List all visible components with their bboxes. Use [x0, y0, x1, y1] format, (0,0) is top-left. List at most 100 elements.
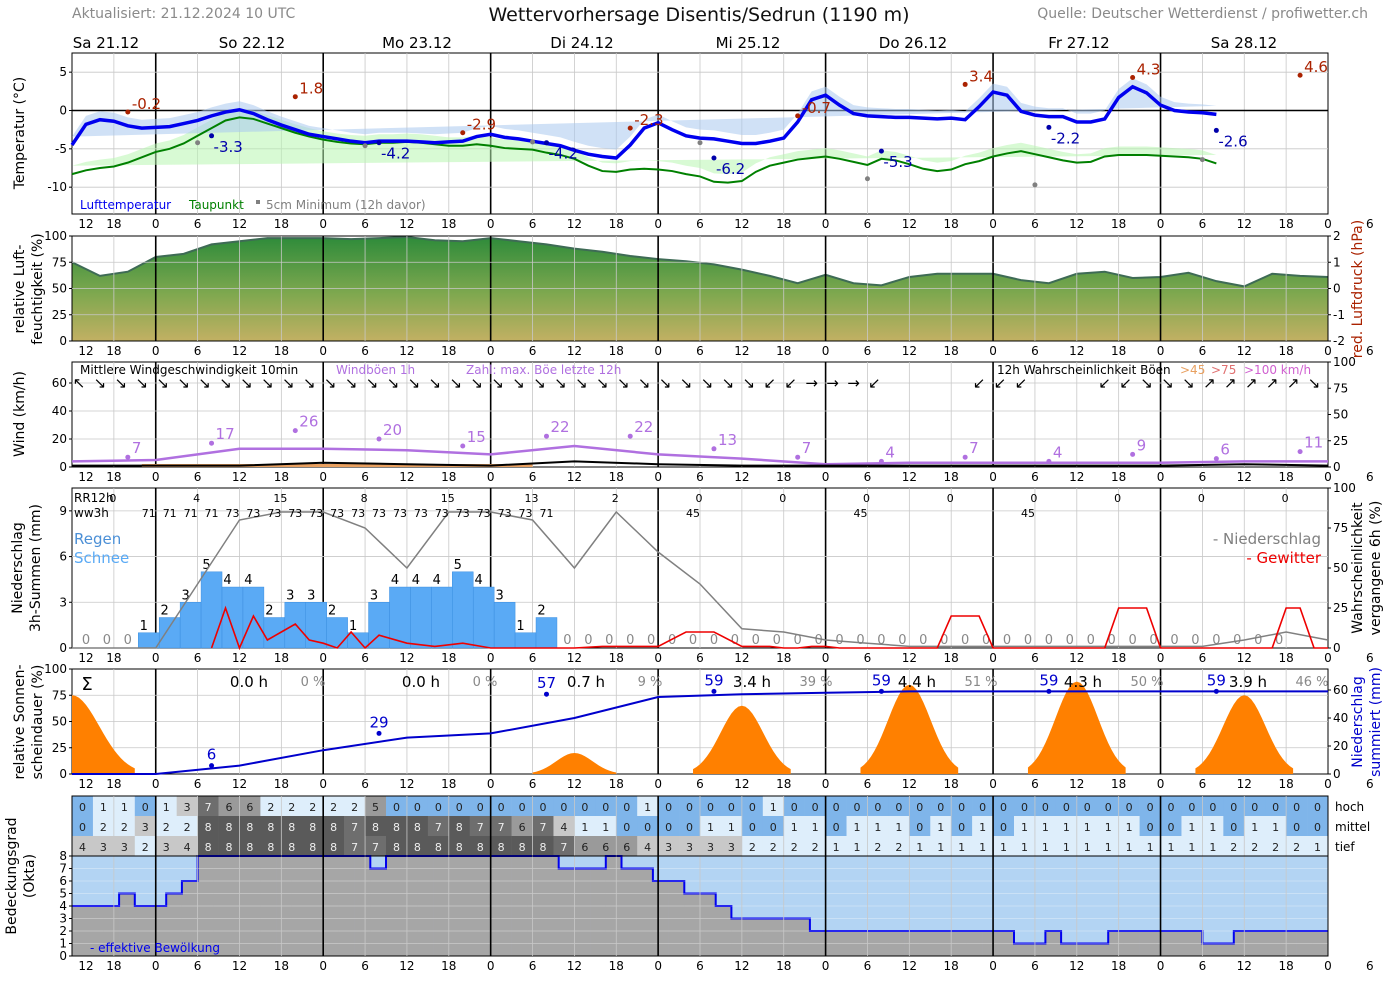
cloud-layer-cell	[1286, 816, 1308, 836]
min-temp-label: -4.2	[548, 145, 577, 163]
cloud-layer-value: 2	[100, 821, 107, 834]
cloud-layer-value: 0	[1230, 801, 1237, 814]
rr12h-value: 0	[109, 492, 116, 505]
legend-dewpoint: Taupunkt	[188, 198, 244, 212]
hour-tick-label: 6	[1366, 777, 1374, 791]
wind-direction-arrow: ↘	[387, 374, 400, 392]
cloud-layer-value: 1	[937, 841, 944, 854]
cloud-layer-value: 8	[330, 821, 337, 834]
hour-tick-label: 12	[734, 217, 749, 231]
hour-tick-label: 6	[1031, 470, 1039, 484]
hour-tick-label: 6	[864, 470, 872, 484]
cloud-layer-cell	[134, 796, 157, 816]
cloud-column	[684, 893, 701, 956]
cloud-layer-value: 7	[477, 821, 484, 834]
cum-ytick-label: 40	[1333, 711, 1348, 725]
hour-tick-label: 12	[232, 959, 247, 973]
hour-tick-label: 0	[152, 959, 160, 973]
hum-ytick-label: 100	[44, 229, 67, 243]
cloud-layer-cell	[469, 796, 491, 816]
hour-tick-label: 12	[567, 344, 582, 358]
ground-minimum-point	[864, 176, 870, 182]
cumulative-precip-label: 57	[537, 674, 556, 692]
cloud-layer-cell	[616, 816, 638, 836]
cloud-layer-value: 0	[749, 821, 756, 834]
hour-tick-label: 12	[734, 777, 749, 791]
hour-tick-label: 6	[361, 651, 369, 665]
day-label: Sa 21.12	[73, 34, 139, 52]
cloud-layer-value: 0	[1168, 821, 1175, 834]
dewpoint-line	[71, 116, 1217, 184]
precip-zero-label: 0	[919, 633, 927, 648]
cloud-ytick-label: 6	[59, 874, 67, 888]
ww3h-value: 73	[309, 507, 323, 520]
precip-bar-label: 4	[391, 573, 399, 588]
cloud-layer-cell	[1181, 816, 1203, 836]
hour-tick-label: 18	[106, 470, 121, 484]
cloud-row-label: tief	[1335, 840, 1355, 854]
hour-tick-label: 0	[319, 217, 327, 231]
hour-tick-label: 6	[864, 344, 872, 358]
precip-zero-label: 0	[1191, 633, 1199, 648]
cloud-layer-value: 8	[267, 841, 274, 854]
cloud-layer-cell	[344, 836, 366, 856]
ww3h-value: 71	[205, 507, 219, 520]
hour-tick-label: 18	[1111, 470, 1126, 484]
wind-direction-arrow: ↘	[408, 374, 421, 392]
cloud-layer-cell	[930, 796, 952, 816]
cloud-ytick-label: 7	[59, 862, 67, 876]
cloud-layer-value: 0	[1042, 801, 1049, 814]
cloud-layer-value: 0	[1314, 801, 1321, 814]
hour-tick-label: 12	[78, 217, 93, 231]
hour-tick-label: 0	[1324, 959, 1332, 973]
precip-bar-label: 2	[537, 604, 545, 619]
cloud-layer-value: 3	[707, 841, 714, 854]
cloud-layer-value: 0	[1230, 821, 1237, 834]
daily-sunshine-percent: 39 %	[799, 675, 832, 690]
cloud-layer-cell	[155, 796, 177, 816]
cloud-layer-value: 2	[791, 841, 798, 854]
precip-bar-label: 4	[433, 573, 441, 588]
cloud-layer-value: 2	[267, 801, 274, 814]
cloud-layer-value: 0	[916, 821, 923, 834]
precip-prob-ytick-label: 50	[1333, 561, 1348, 575]
cloud-layer-cell	[1076, 816, 1099, 836]
hour-tick-label: 0	[1157, 470, 1165, 484]
precip-bar-label: 3	[181, 588, 189, 603]
max-gust-point	[543, 433, 549, 439]
hour-tick-label: 18	[776, 217, 791, 231]
precip-bar	[535, 617, 558, 649]
rr12h-value: 0	[863, 492, 870, 505]
precip-prob-ytick-label: 25	[1333, 601, 1348, 615]
temp-ylabel: Temperatur (°C)	[12, 77, 28, 191]
hour-tick-label: 18	[106, 959, 121, 973]
hour-tick-label: 12	[78, 959, 93, 973]
cloud-layer-cell	[344, 796, 366, 816]
hour-tick-label: 12	[567, 777, 582, 791]
hour-tick-label: 0	[319, 959, 327, 973]
cloud-layer-cell	[344, 816, 366, 836]
precip-zero-label: 0	[1108, 633, 1116, 648]
legend-temperature: Lufttemperatur	[80, 198, 171, 212]
cloud-column	[778, 918, 795, 956]
cloud-layer-cell	[762, 836, 785, 856]
min-temp-point	[376, 140, 382, 146]
hour-tick-label: 12	[567, 217, 582, 231]
wind-prob-ytick-label: 0	[1333, 460, 1341, 474]
wind-direction-arrow: ↘	[324, 374, 337, 392]
cloud-layer-value: 1	[602, 821, 609, 834]
cloud-layer-cell	[951, 836, 973, 856]
cloud-layer-value: 1	[1251, 821, 1258, 834]
cloud-layer-cell	[1265, 796, 1287, 816]
cloud-layer-value: 8	[456, 821, 463, 834]
cloud-layer-cell	[1160, 816, 1182, 836]
max-temp-point	[292, 94, 298, 100]
cloud-layer-value: 4	[644, 841, 651, 854]
sun-ytick-label: 75	[52, 688, 67, 702]
cloud-layer-cell	[448, 816, 471, 836]
cloud-layer-value: 0	[1105, 801, 1112, 814]
rr12h-value: 0	[1198, 492, 1205, 505]
hour-tick-label: 0	[1324, 470, 1332, 484]
cloud-layer-value: 8	[372, 821, 379, 834]
cloud-layer-value: 3	[142, 821, 149, 834]
